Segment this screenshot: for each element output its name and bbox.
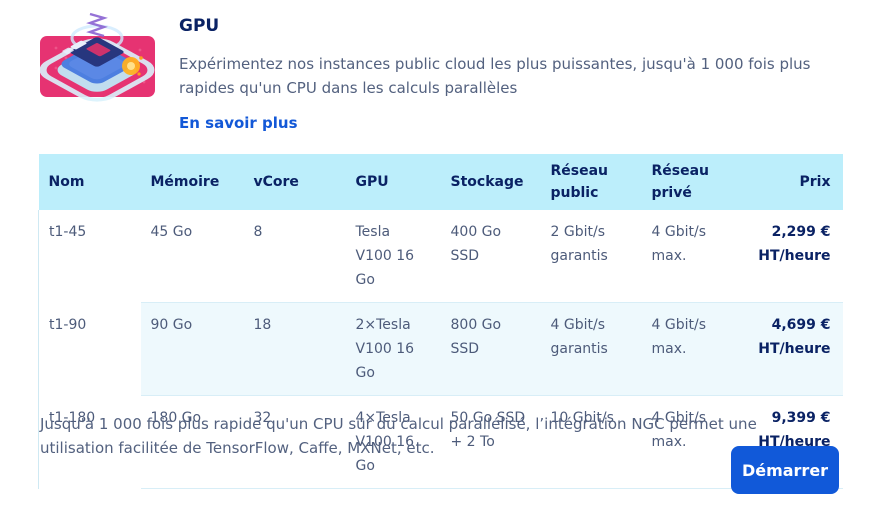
cell-private-network: 4 Gbit/s max. xyxy=(641,395,746,489)
table-row: t1-45 45 Go 8 Tesla V100 16 Go 400 Go SS… xyxy=(38,210,843,303)
cell-vcore: 8 xyxy=(243,210,346,303)
col-header-reseau-prive: Réseau privé xyxy=(641,154,746,210)
cell-memory: 90 Go xyxy=(140,302,244,396)
cell-memory: 45 Go xyxy=(140,210,244,303)
col-header-prix: Prix xyxy=(745,154,843,210)
table-row: t1-90 90 Go 18 2×Tesla V100 16 Go 800 Go… xyxy=(38,302,843,396)
gpu-illustration-svg xyxy=(39,12,155,102)
cell-name: t1-180 xyxy=(38,395,141,489)
cell-gpu: 4×Tesla V100 16 Go xyxy=(345,395,441,489)
cell-gpu: Tesla V100 16 Go xyxy=(345,210,441,303)
price-unit: HT/heure xyxy=(758,248,831,264)
start-button[interactable]: Démarrer xyxy=(731,446,839,494)
price-value: 9,399 € xyxy=(771,410,831,426)
col-header-nom: Nom xyxy=(38,154,141,210)
cell-storage: 800 Go SSD xyxy=(440,302,541,396)
cell-price: 4,699 € HT/heure xyxy=(745,302,843,396)
pricing-table: Nom Mémoire vCore GPU Stockage Réseau pu… xyxy=(38,154,843,489)
cell-name: t1-90 xyxy=(38,302,141,396)
footer-note: Jusqu'à 1 000 fois plus rapide qu'un CPU… xyxy=(40,415,757,457)
header: GPU Expérimentez nos instances public cl… xyxy=(179,16,839,132)
cell-memory: 180 Go xyxy=(140,395,244,489)
cell-storage: 50 Go SSD + 2 To xyxy=(440,395,541,489)
cell-public-network: 2 Gbit/s garantis xyxy=(540,210,642,303)
cell-name: t1-45 xyxy=(38,210,141,303)
cell-private-network: 4 Gbit/s max. xyxy=(641,302,746,396)
cell-storage: 400 Go SSD xyxy=(440,210,541,303)
page-title: GPU xyxy=(179,16,220,36)
cell-private-network: 4 Gbit/s max. xyxy=(641,210,746,303)
cell-vcore: 32 xyxy=(243,395,346,489)
cell-gpu: 2×Tesla V100 16 Go xyxy=(345,302,441,396)
col-header-reseau-public: Réseau public xyxy=(540,154,642,210)
price-value: 4,699 € xyxy=(771,317,831,333)
header-description: Expérimentez nos instances public cloud … xyxy=(179,55,811,97)
col-header-memoire: Mémoire xyxy=(140,154,244,210)
cell-public-network: 4 Gbit/s garantis xyxy=(540,302,642,396)
table-row: t1-180 180 Go 32 4×Tesla V100 16 Go 50 G… xyxy=(38,395,843,489)
col-header-stockage: Stockage xyxy=(440,154,541,210)
gpu-illustration xyxy=(39,8,165,112)
learn-more-link[interactable]: En savoir plus xyxy=(179,114,298,132)
price-value: 2,299 € xyxy=(771,224,831,240)
col-header-gpu: GPU xyxy=(345,154,441,210)
table-header: Nom Mémoire vCore GPU Stockage Réseau pu… xyxy=(38,154,843,210)
cell-vcore: 18 xyxy=(243,302,346,396)
cell-price: 2,299 € HT/heure xyxy=(745,210,843,303)
cell-public-network: 10 Gbit/s xyxy=(540,395,642,489)
price-unit: HT/heure xyxy=(758,341,831,357)
col-header-vcore: vCore xyxy=(243,154,346,210)
